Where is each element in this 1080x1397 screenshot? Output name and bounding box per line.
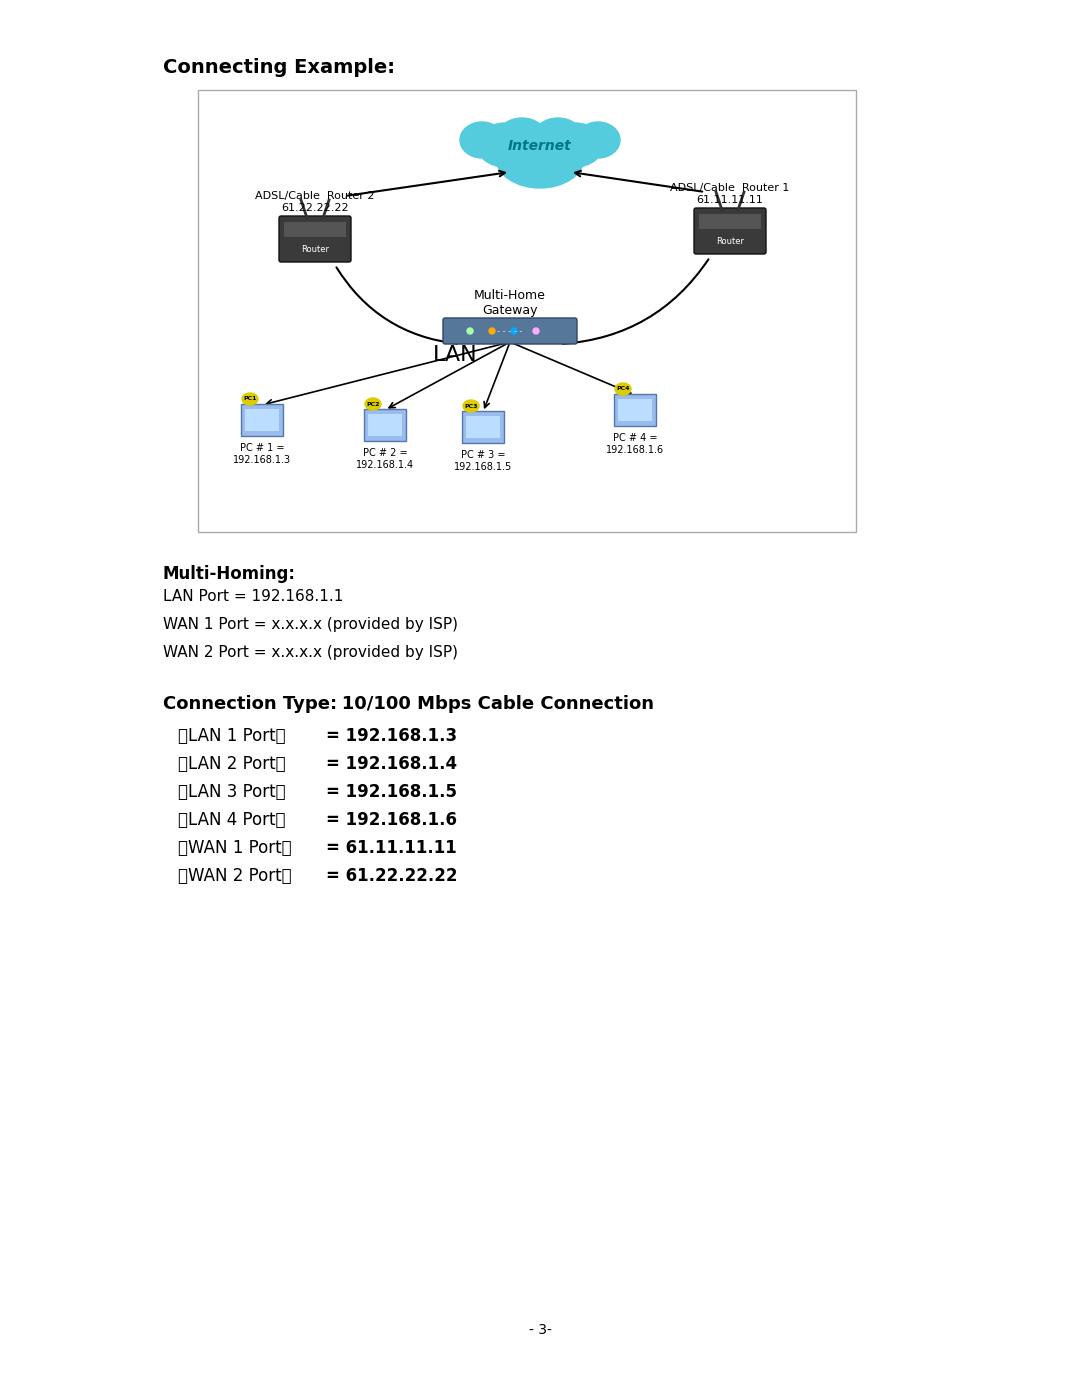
Bar <box>368 414 402 436</box>
Text: = 192.168.1.3: = 192.168.1.3 <box>326 726 457 745</box>
Bar <box>465 416 500 439</box>
Text: Internet: Internet <box>508 138 572 154</box>
Text: Router: Router <box>301 244 329 254</box>
Text: 【LAN 2 Port】: 【LAN 2 Port】 <box>178 754 285 773</box>
Ellipse shape <box>496 129 584 189</box>
Text: PC # 4 =
192.168.1.6: PC # 4 = 192.168.1.6 <box>606 433 664 454</box>
FancyBboxPatch shape <box>699 214 761 229</box>
Text: Router: Router <box>716 237 744 246</box>
Text: PC1: PC1 <box>243 397 257 401</box>
Text: 【WAN 1 Port】: 【WAN 1 Port】 <box>178 840 292 856</box>
Text: PC4: PC4 <box>617 387 630 391</box>
FancyBboxPatch shape <box>443 319 577 344</box>
FancyBboxPatch shape <box>241 404 283 436</box>
Text: Connecting Example:: Connecting Example: <box>163 59 395 77</box>
FancyBboxPatch shape <box>284 222 346 237</box>
Circle shape <box>467 328 473 334</box>
Ellipse shape <box>242 393 258 405</box>
Ellipse shape <box>497 117 546 158</box>
Text: PC # 1 =
192.168.1.3: PC # 1 = 192.168.1.3 <box>233 443 292 465</box>
Bar <box>245 409 279 432</box>
Text: PC2: PC2 <box>366 401 380 407</box>
Text: = 61.22.22.22: = 61.22.22.22 <box>326 868 458 886</box>
Text: 【WAN 2 Port】: 【WAN 2 Port】 <box>178 868 292 886</box>
Text: PC # 2 =
192.168.1.4: PC # 2 = 192.168.1.4 <box>356 448 414 469</box>
Text: - - - - -: - - - - - <box>497 327 523 335</box>
FancyBboxPatch shape <box>462 411 504 443</box>
Ellipse shape <box>534 117 583 158</box>
Text: 10/100 Mbps Cable Connection: 10/100 Mbps Cable Connection <box>323 694 654 712</box>
FancyBboxPatch shape <box>615 394 656 426</box>
Text: WAN 2 Port = x.x.x.x (provided by ISP): WAN 2 Port = x.x.x.x (provided by ISP) <box>163 645 458 659</box>
Ellipse shape <box>365 398 381 409</box>
Text: ADSL/Cable  Router 1
61.11.11.11: ADSL/Cable Router 1 61.11.11.11 <box>671 183 789 205</box>
Bar <box>618 400 652 420</box>
Text: ADSL/Cable  Router 2
61.22.22.22: ADSL/Cable Router 2 61.22.22.22 <box>255 191 375 212</box>
FancyBboxPatch shape <box>694 208 766 254</box>
Text: LAN: LAN <box>433 345 477 365</box>
Circle shape <box>534 328 539 334</box>
Text: 【LAN 1 Port】: 【LAN 1 Port】 <box>178 726 285 745</box>
Ellipse shape <box>477 123 534 168</box>
Text: PC # 3 =
192.168.1.5: PC # 3 = 192.168.1.5 <box>454 450 512 472</box>
Text: = 61.11.11.11: = 61.11.11.11 <box>326 840 457 856</box>
Text: = 192.168.1.5: = 192.168.1.5 <box>326 782 457 800</box>
Bar <box>198 89 856 532</box>
Bar <box>472 133 608 155</box>
Text: 【LAN 3 Port】: 【LAN 3 Port】 <box>178 782 285 800</box>
Text: = 192.168.1.6: = 192.168.1.6 <box>326 812 457 828</box>
Text: Multi-Homing:: Multi-Homing: <box>163 564 296 583</box>
Circle shape <box>489 328 495 334</box>
Circle shape <box>511 328 517 334</box>
FancyBboxPatch shape <box>364 409 406 441</box>
Ellipse shape <box>546 123 603 168</box>
Text: LAN Port = 192.168.1.1: LAN Port = 192.168.1.1 <box>163 590 343 604</box>
Ellipse shape <box>615 383 631 395</box>
Text: PC3: PC3 <box>464 404 477 408</box>
Text: - 3-: - 3- <box>528 1323 552 1337</box>
Text: = 192.168.1.4: = 192.168.1.4 <box>326 754 457 773</box>
Text: 【LAN 4 Port】: 【LAN 4 Port】 <box>178 812 285 828</box>
Ellipse shape <box>460 122 504 158</box>
Text: Multi-Home
Gateway: Multi-Home Gateway <box>474 289 545 317</box>
Text: WAN 1 Port = x.x.x.x (provided by ISP): WAN 1 Port = x.x.x.x (provided by ISP) <box>163 617 458 631</box>
Ellipse shape <box>576 122 620 158</box>
Ellipse shape <box>463 400 480 412</box>
FancyBboxPatch shape <box>279 217 351 263</box>
Text: Connection Type:: Connection Type: <box>163 694 337 712</box>
